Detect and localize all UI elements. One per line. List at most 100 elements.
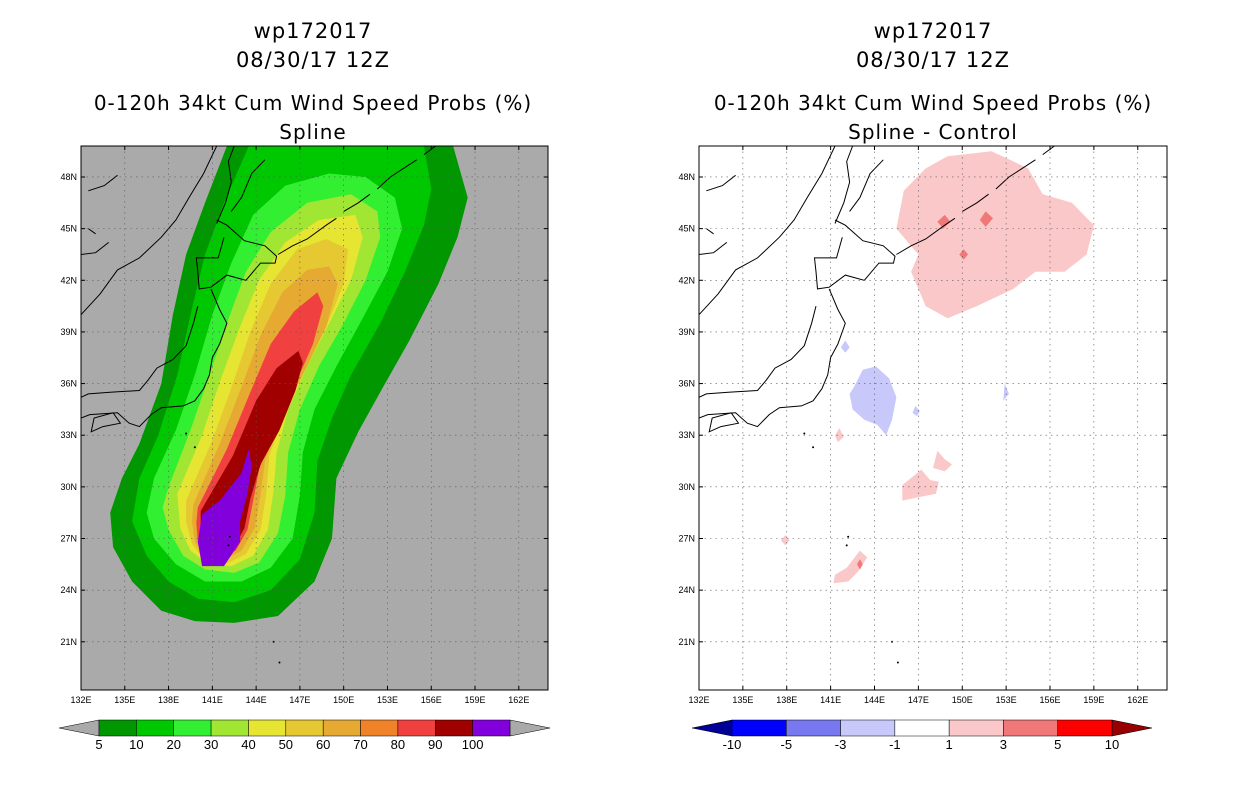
y-tick-label: 39N [678,327,695,337]
colorbar-segment [948,719,1004,737]
colorbar-segment [136,719,174,737]
coastline [423,146,436,156]
contour-fill-3 [979,211,993,227]
colorbar-label: -1 [889,737,901,752]
coastline [708,412,740,433]
coastline [896,217,956,255]
contour-fill-3 [857,559,863,570]
colorbar-label: 90 [428,737,442,752]
colorbar: -10 -5 -3 -1 1 3 5 10 [691,719,1153,752]
coastline [216,146,235,224]
y-tick-label: 42N [678,275,695,285]
coastline [706,174,736,192]
x-tick-label: 150E [333,695,354,705]
x-tick-label: 147E [289,695,310,705]
coastline [81,146,218,316]
colorbar-segment [1057,719,1113,737]
y-tick-label: 24N [678,585,695,595]
y-tick-label: 45N [60,224,77,234]
contour-fill-1 [902,469,939,501]
coastline [195,219,278,290]
y-tick-label: 30N [60,482,77,492]
y-tick-label: 36N [60,379,77,389]
colorbar-label: 10 [129,737,143,752]
x-tick-label: 132E [70,695,91,705]
colorbar-label: 70 [353,737,367,752]
island-dot [278,661,281,664]
island-dot [896,661,899,664]
colorbar-label: 10 [1105,737,1119,752]
colorbar-low-triangle [58,719,100,737]
colorbar: 5 10 20 30 40 50 60 70 80 90 100 [58,719,551,752]
colorbar-segment [786,719,841,737]
colorbar-label: 100 [462,737,484,752]
x-tick-label: 162E [1127,695,1148,705]
colorbar-segment [173,719,212,737]
plot-frame [698,145,1168,691]
x-tick-label: 141E [820,695,841,705]
coastline [88,174,118,192]
storm-id: wp172017 [874,19,993,43]
colorbar-label: 20 [166,737,180,752]
x-tick-label: 159E [465,695,486,705]
coastline [81,305,199,398]
coastline [995,159,1036,190]
coastline [343,193,371,212]
x-tick-label: 135E [732,695,753,705]
y-tick-label: 42N [60,275,77,285]
coastline [277,217,337,255]
x-tick-label: 138E [776,695,797,705]
colorbar-label: 1 [946,737,953,752]
colorbar-segment [248,719,287,737]
island-dot [227,544,230,547]
colorbar-segment [840,719,896,737]
y-tick-label: 33N [678,430,695,440]
contour-fill-3 [937,214,951,229]
colorbar-label: 50 [279,737,293,752]
coastline [81,288,228,428]
colorbar-label: -3 [835,737,847,752]
island-dot [185,432,188,435]
colorbar-segment [98,719,137,737]
contour-fill-1 [835,428,844,443]
y-tick-label: 27N [60,534,77,544]
coastline [81,242,110,255]
colorbar-segment [360,719,399,737]
colorbar-segment [435,719,473,737]
y-tick-label: 21N [678,637,695,647]
colorbar-high-triangle [1111,719,1153,737]
x-tick-label: 159E [1083,695,1104,705]
x-tick-label: 153E [377,695,398,705]
x-tick-label: 132E [688,695,709,705]
colorbar-segment [1003,719,1058,737]
chart-subtitle: Spline [279,120,346,144]
storm-id: wp172017 [254,19,373,43]
contour-fill-1 [933,450,952,472]
y-tick-label: 33N [60,430,77,440]
plot-area [699,146,1167,690]
colorbar-segment [210,719,249,737]
x-tick-label: 141E [202,695,223,705]
y-tick-label: 24N [60,585,77,595]
plot-area [81,146,548,690]
coastline [90,412,122,433]
x-tick-label: 156E [421,695,442,705]
coastline [699,288,846,428]
coastline [849,159,884,212]
y-tick-label: 36N [678,379,695,389]
x-tick-label: 135E [114,695,135,705]
y-tick-label: 48N [678,172,695,182]
colorbar-segment [894,719,950,737]
contour-fill-3 [959,249,969,260]
island-dot [803,432,806,435]
colorbar-label: 5 [95,737,102,752]
colorbar-segment [285,719,324,737]
colorbar-segment [397,719,436,737]
chart-title: 0-120h 34kt Cum Wind Speed Probs (%) [94,91,532,115]
y-tick-label: 27N [678,534,695,544]
chart-title: 0-120h 34kt Cum Wind Speed Probs (%) [714,91,1152,115]
contour-fill-1 [896,151,1094,319]
plot-frame [80,145,549,691]
x-tick-label: 153E [996,695,1017,705]
y-tick-label: 48N [60,172,77,182]
